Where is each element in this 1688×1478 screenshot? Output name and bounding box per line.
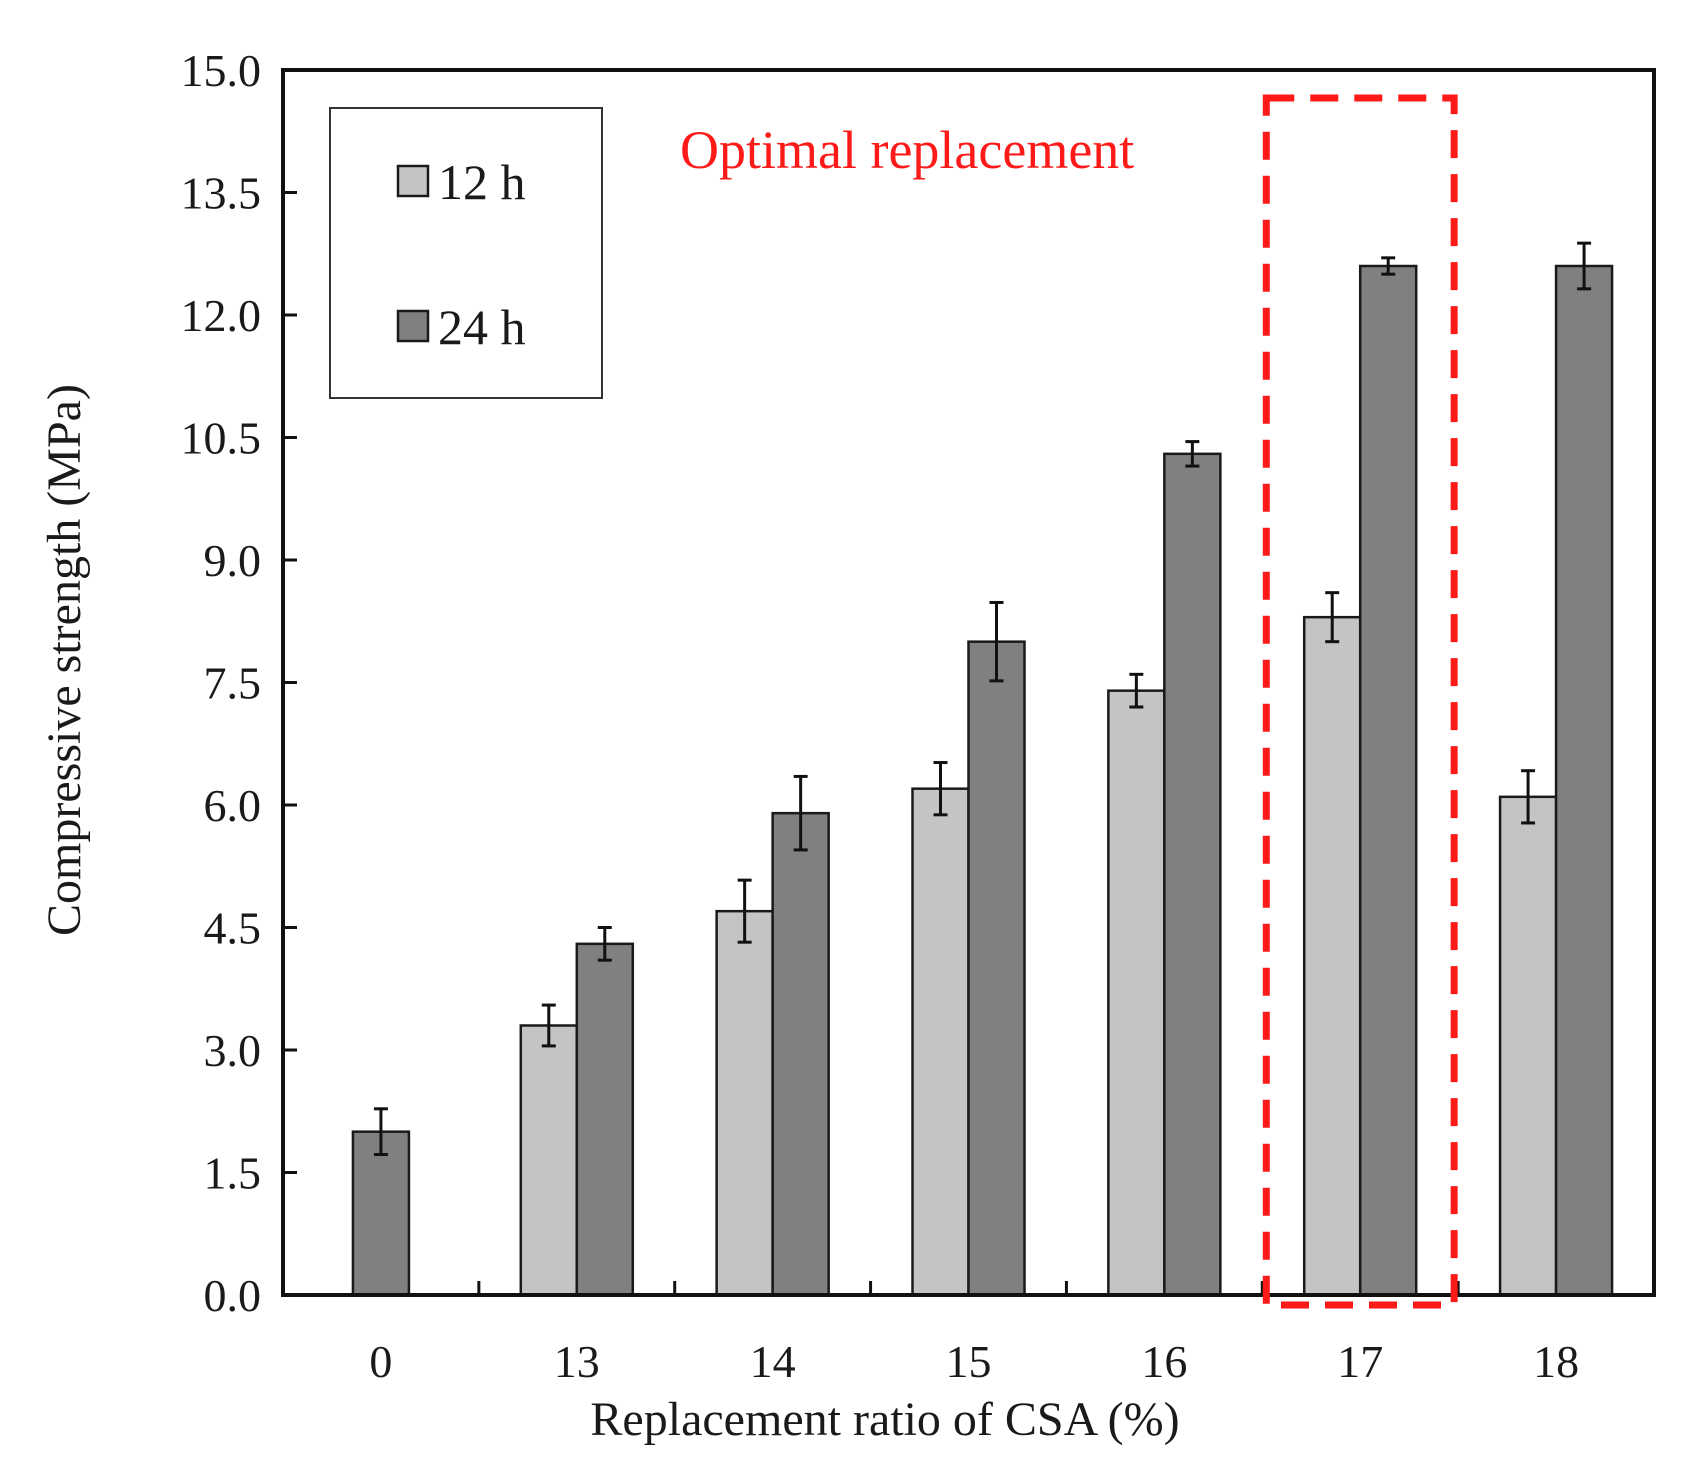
bar-12h-14 — [715, 909, 774, 1297]
bar-12h-15 — [911, 787, 970, 1297]
error-bar-12h-13 — [541, 1003, 556, 1048]
y-tick-label-10.5: 10.5 — [181, 413, 262, 464]
error-bar-24h-18 — [1577, 241, 1592, 291]
error-bar-12h-15 — [933, 761, 948, 817]
x-tick-label-16: 16 — [1141, 1336, 1187, 1387]
bar-12h-17 — [1302, 615, 1362, 1297]
x-tick-label-0: 0 — [369, 1336, 392, 1387]
x-tick-label-15: 15 — [946, 1336, 992, 1387]
y-tick-label-7.5: 7.5 — [204, 658, 262, 709]
legend-box — [329, 107, 603, 399]
y-tick-label-13.5: 13.5 — [181, 168, 262, 219]
error-bar-24h-16 — [1185, 440, 1200, 468]
x-tick-label-17: 17 — [1337, 1336, 1383, 1387]
y-axis-title: Compressive strength (MPa) — [38, 384, 91, 936]
optimal-replacement-annotation: Optimal replacement — [680, 120, 1134, 180]
legend-swatch-24h — [396, 309, 430, 343]
y-tick-label-15.0: 15.0 — [181, 45, 262, 96]
optimal-replacement-highlight-box — [1262, 94, 1458, 1309]
y-tick-label-0.0: 0.0 — [204, 1270, 262, 1321]
bar-24h-13 — [575, 942, 635, 1297]
error-bar-24h-17 — [1381, 256, 1396, 276]
legend-label-24h: 24 h — [438, 299, 526, 355]
bar-24h-14 — [771, 811, 830, 1297]
x-axis-title: Replacement ratio of CSA (%) — [590, 1393, 1179, 1446]
y-tick-label-9.0: 9.0 — [204, 535, 262, 586]
error-bar-24h-15 — [989, 600, 1004, 683]
error-bar-12h-17 — [1325, 591, 1340, 644]
bar-12h-16 — [1107, 689, 1166, 1297]
legend: 12 h 24 h — [329, 107, 603, 399]
bar-12h-13 — [519, 1024, 579, 1297]
y-tick-label-1.5: 1.5 — [204, 1148, 262, 1199]
error-bar-12h-18 — [1521, 769, 1536, 825]
bar-24h-16 — [1163, 452, 1222, 1297]
tick-labels-layer: 0.0 1.5 3.0 4.5 6.0 7.5 9.0 10.5 12.0 13.5 15.0 0 13… — [181, 45, 1580, 1387]
bars-layer — [351, 264, 1614, 1297]
bar-24h-17 — [1358, 264, 1418, 1297]
y-tick-label-3.0: 3.0 — [204, 1025, 262, 1076]
error-bar-24h-13 — [597, 926, 612, 962]
y-tick-label-6.0: 6.0 — [204, 780, 262, 831]
bar-12h-18 — [1498, 795, 1558, 1297]
x-tick-label-13: 13 — [554, 1336, 600, 1387]
y-tick-label-4.5: 4.5 — [204, 903, 262, 954]
legend-swatch-12h — [396, 164, 430, 198]
legend-label-12h: 12 h — [438, 154, 526, 210]
error-bar-12h-14 — [737, 878, 752, 944]
error-bars-layer — [373, 241, 1592, 1157]
bar-24h-18 — [1554, 264, 1614, 1297]
axes-layer — [281, 68, 1656, 1297]
error-bar-12h-16 — [1129, 672, 1144, 709]
bar-24h-15 — [967, 640, 1026, 1297]
y-tick-label-12.0: 12.0 — [181, 290, 262, 341]
error-bar-24h-14 — [793, 774, 808, 852]
x-tick-label-14: 14 — [750, 1336, 796, 1387]
x-tick-label-18: 18 — [1533, 1336, 1579, 1387]
error-bar-24h-0 — [373, 1107, 388, 1157]
bar-24h-0 — [351, 1130, 411, 1297]
